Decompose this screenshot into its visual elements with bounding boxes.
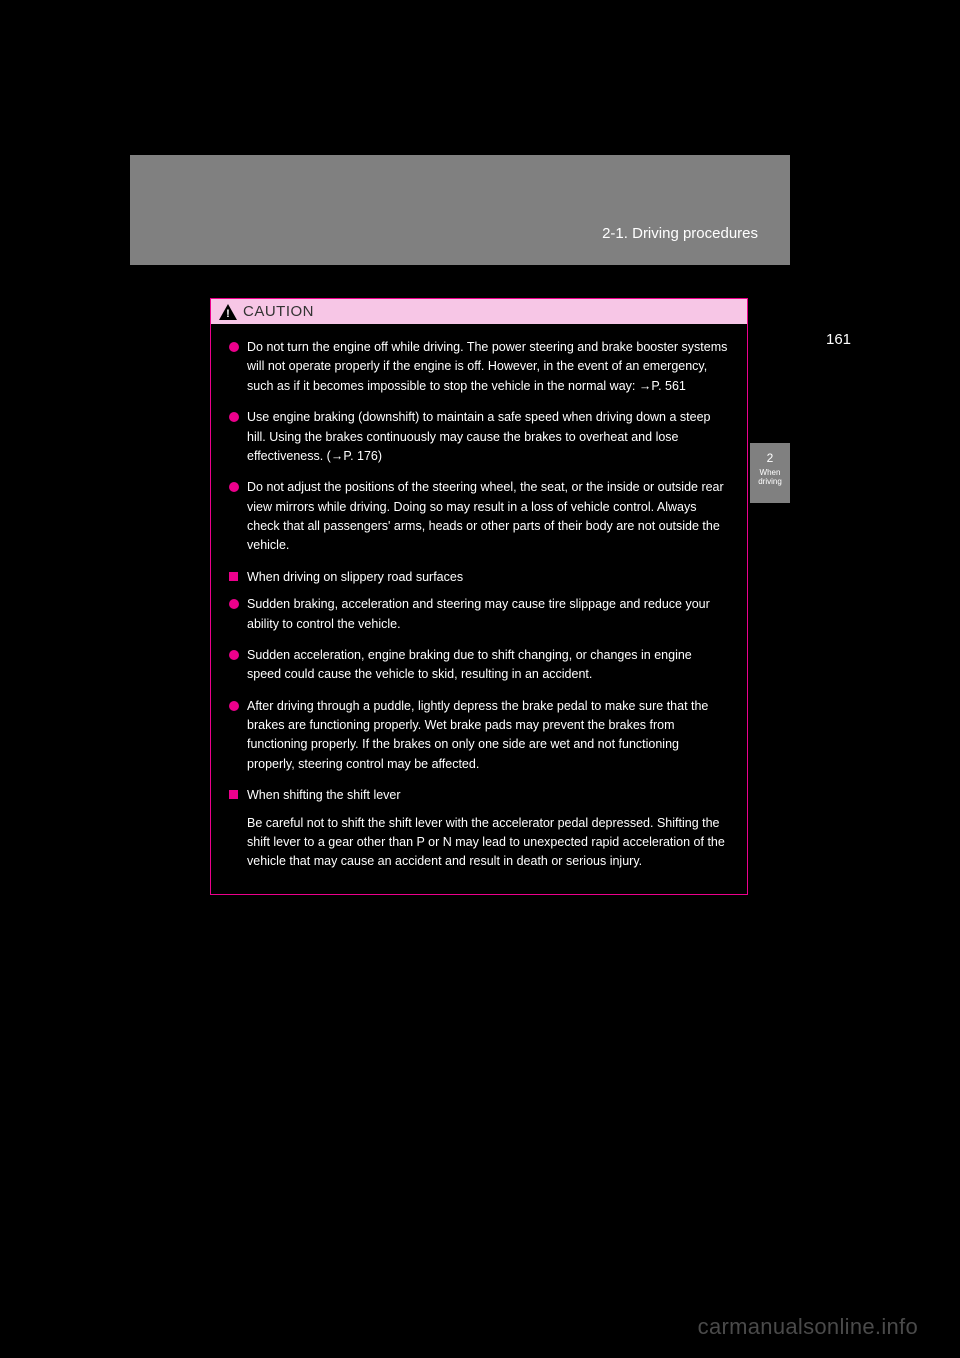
svg-text:!: ! <box>226 308 230 320</box>
page-header: 161 2-1. Driving procedures <box>130 155 790 265</box>
caution-subheading: When driving on slippery road surfaces <box>247 568 729 587</box>
caution-item: Do not turn the engine off while driving… <box>229 338 729 396</box>
caution-subheading-row: When shifting the shift lever <box>229 786 729 805</box>
caution-item-text: Do not adjust the positions of the steer… <box>247 478 729 556</box>
chapter-tab: 2 When driving <box>750 443 790 503</box>
caution-item: Do not adjust the positions of the steer… <box>229 478 729 556</box>
caution-item: Sudden acceleration, engine braking due … <box>229 646 729 685</box>
caution-header: ! CAUTION <box>211 299 747 324</box>
caution-item-text: Use engine braking (downshift) to mainta… <box>247 408 729 466</box>
bullet-icon <box>229 412 239 422</box>
square-icon <box>229 572 238 581</box>
bullet-icon <box>229 342 239 352</box>
caution-item-text: Sudden braking, acceleration and steerin… <box>247 595 729 634</box>
page-number: 161 <box>826 331 851 348</box>
content-area: ! CAUTION Do not turn the engine off whi… <box>210 298 748 895</box>
watermark-text: carmanualsonline.info <box>698 1314 918 1340</box>
caution-item: Be careful not to shift the shift lever … <box>229 814 729 872</box>
square-icon <box>229 790 238 799</box>
caution-item: Sudden braking, acceleration and steerin… <box>229 595 729 634</box>
bullet-icon <box>229 482 239 492</box>
bullet-icon <box>229 650 239 660</box>
caution-subheading-row: When driving on slippery road surfaces <box>229 568 729 587</box>
caution-title: CAUTION <box>243 303 314 320</box>
caution-subsection: Sudden braking, acceleration and steerin… <box>229 595 729 774</box>
caution-item: Use engine braking (downshift) to mainta… <box>229 408 729 466</box>
caution-item-text: Do not turn the engine off while driving… <box>247 338 729 396</box>
caution-box: ! CAUTION Do not turn the engine off whi… <box>210 298 748 895</box>
caution-body: Do not turn the engine off while driving… <box>211 324 747 894</box>
manual-page: 161 2-1. Driving procedures 2 When drivi… <box>0 0 960 1358</box>
caution-item-text: Sudden acceleration, engine braking due … <box>247 646 729 685</box>
caution-subheading: When shifting the shift lever <box>247 786 729 805</box>
bullet-icon <box>229 701 239 711</box>
caution-item: After driving through a puddle, lightly … <box>229 697 729 775</box>
bullet-icon <box>229 599 239 609</box>
chapter-label: When driving <box>750 469 790 487</box>
warning-icon: ! <box>219 304 237 320</box>
chapter-number: 2 <box>767 451 774 465</box>
caution-item-text: Be careful not to shift the shift lever … <box>247 814 729 872</box>
caution-item-text: After driving through a puddle, lightly … <box>247 697 729 775</box>
section-title: 2-1. Driving procedures <box>602 225 758 242</box>
